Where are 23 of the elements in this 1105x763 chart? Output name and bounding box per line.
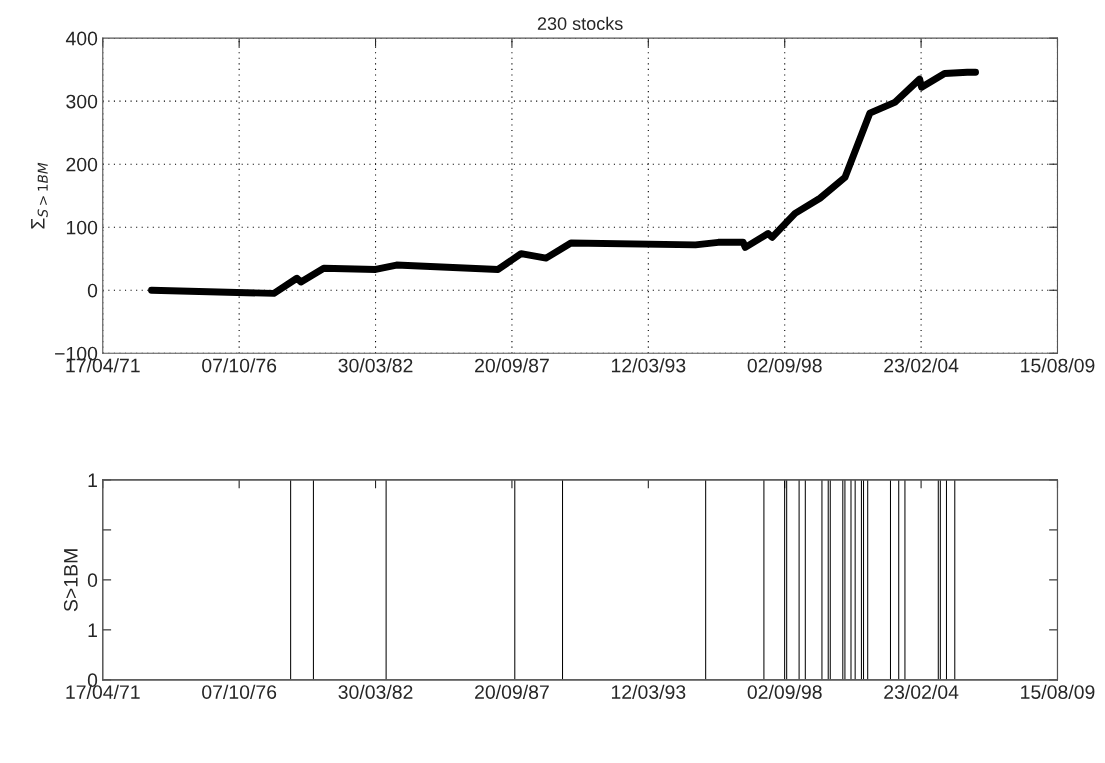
y-tick-label: 300: [66, 94, 98, 109]
x-tick-label: 07/10/76: [202, 684, 277, 699]
x-tick-label: 15/08/09: [1021, 684, 1095, 699]
x-tick-label: 15/08/09: [1021, 358, 1095, 373]
y-tick-label: 100: [66, 220, 98, 235]
y-tick-label: 1: [88, 473, 97, 487]
y2-axis-title: S>1BM: [63, 549, 78, 612]
x-tick-label: 23/02/04: [884, 684, 959, 699]
chart-title: 230 stocks: [537, 16, 623, 30]
x-tick-label: 07/10/76: [202, 358, 277, 373]
y-axis-title: Σ$_{S>1BM}$: [31, 162, 48, 229]
y-tick-label: 200: [66, 157, 98, 172]
x-tick-label: 30/03/82: [338, 684, 413, 699]
x-tick-label: 23/02/04: [884, 358, 959, 373]
x-tick-label: 20/09/87: [475, 358, 549, 373]
y-tick-label: 400: [65, 31, 98, 46]
x-tick-label: 20/09/87: [475, 684, 549, 699]
x-tick-label: 12/03/93: [611, 358, 686, 373]
x-tick-label: 30/03/82: [338, 358, 413, 373]
x-tick-label: 12/03/93: [611, 684, 686, 699]
x-tick-label: 02/09/98: [747, 358, 822, 373]
x-tick-label: 02/09/98: [747, 684, 822, 699]
y-tick-label: 0: [87, 283, 98, 298]
